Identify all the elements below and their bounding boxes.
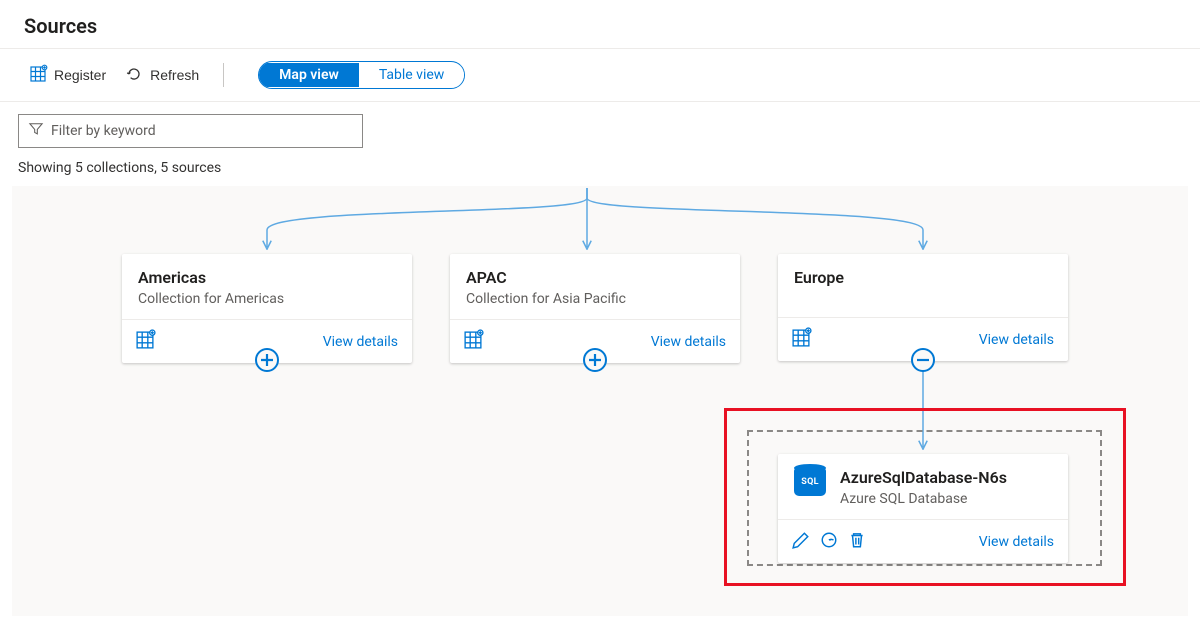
view-details-link[interactable]: View details bbox=[979, 332, 1054, 348]
register-button[interactable]: Register bbox=[24, 62, 112, 89]
minus-icon bbox=[916, 353, 930, 367]
filter-row: Filter by keyword bbox=[0, 102, 1200, 152]
table-view-label: Table view bbox=[379, 67, 445, 83]
collection-card-europe[interactable]: Europe View details bbox=[778, 254, 1068, 361]
toolbar-divider bbox=[223, 63, 224, 87]
tab-table-view[interactable]: Table view bbox=[359, 63, 465, 87]
collapse-button-europe[interactable] bbox=[911, 348, 935, 372]
view-details-link[interactable]: View details bbox=[651, 334, 726, 350]
view-details-link[interactable]: View details bbox=[323, 334, 398, 350]
map-view-label: Map view bbox=[279, 67, 339, 83]
collection-card-americas[interactable]: Americas Collection for Americas View de… bbox=[122, 254, 412, 363]
collection-title: Americas bbox=[138, 268, 396, 287]
toolbar: Register Refresh Map view Table view bbox=[0, 49, 1200, 102]
refresh-icon bbox=[126, 66, 142, 85]
scan-icon[interactable] bbox=[820, 531, 838, 553]
grid-plus-icon[interactable] bbox=[792, 329, 810, 351]
grid-plus-icon bbox=[30, 66, 46, 85]
edit-icon[interactable] bbox=[792, 531, 810, 553]
refresh-button[interactable]: Refresh bbox=[120, 62, 205, 89]
page-title: Sources bbox=[24, 14, 1176, 38]
filter-input[interactable]: Filter by keyword bbox=[18, 114, 363, 148]
page-header: Sources bbox=[0, 0, 1200, 49]
grid-plus-icon[interactable] bbox=[136, 331, 154, 353]
expand-button-apac[interactable] bbox=[583, 348, 607, 372]
expand-button-americas[interactable] bbox=[255, 348, 279, 372]
delete-icon[interactable] bbox=[848, 531, 866, 553]
sql-icon-label: SQL bbox=[801, 477, 819, 487]
view-details-link[interactable]: View details bbox=[979, 534, 1054, 550]
status-line: Showing 5 collections, 5 sources bbox=[0, 152, 1200, 186]
grid-plus-icon[interactable] bbox=[464, 331, 482, 353]
source-card-azuresql[interactable]: SQL AzureSqlDatabase-N6s Azure SQL Datab… bbox=[778, 454, 1068, 563]
collection-subtitle: Collection for Asia Pacific bbox=[466, 291, 724, 307]
source-title: AzureSqlDatabase-N6s bbox=[840, 468, 1007, 487]
plus-icon bbox=[588, 353, 602, 367]
tab-map-view[interactable]: Map view bbox=[259, 63, 359, 87]
refresh-label: Refresh bbox=[150, 67, 199, 83]
filter-placeholder: Filter by keyword bbox=[51, 123, 156, 139]
collection-title: Europe bbox=[794, 268, 1052, 287]
sql-database-icon: SQL bbox=[794, 468, 826, 496]
map-canvas: Americas Collection for Americas View de… bbox=[12, 186, 1188, 616]
collection-subtitle: Collection for Americas bbox=[138, 291, 396, 307]
plus-icon bbox=[260, 353, 274, 367]
source-subtitle: Azure SQL Database bbox=[840, 491, 1007, 507]
view-toggle: Map view Table view bbox=[258, 61, 465, 89]
register-label: Register bbox=[54, 67, 106, 83]
filter-icon bbox=[29, 122, 43, 140]
collection-title: APAC bbox=[466, 268, 724, 287]
collection-card-apac[interactable]: APAC Collection for Asia Pacific View de… bbox=[450, 254, 740, 363]
